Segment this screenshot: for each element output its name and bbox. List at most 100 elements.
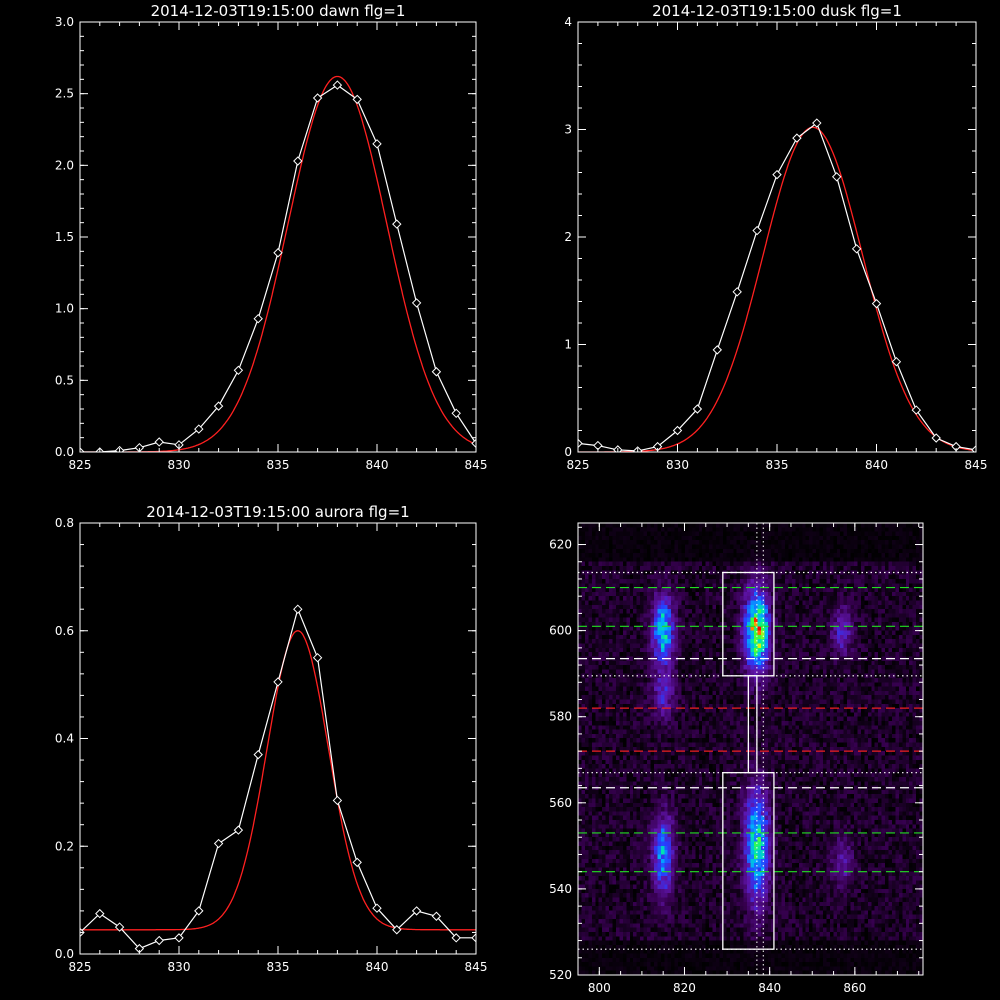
data-point: [471, 438, 476, 449]
data-point: [851, 244, 862, 254]
data-point: [293, 604, 303, 614]
plot-area: [80, 604, 476, 954]
emission-image-panel: 800 820 840 860 520 540 560 580 600 620: [549, 522, 924, 995]
data-point: [451, 933, 461, 943]
dusk-spectrum-panel: 2014-12-03T19:15:00 dusk flg=1 825 830 835 8…: [564, 2, 987, 472]
data-point: [578, 438, 583, 449]
x-tick-label: 845: [965, 458, 988, 472]
y-tick-label: 520: [549, 968, 572, 982]
data-point: [194, 906, 204, 916]
data-point: [831, 172, 842, 182]
y-tick-label: 2.5: [55, 87, 74, 101]
y-tick-label: 1: [564, 338, 572, 352]
data-point: [154, 935, 164, 946]
data-point: [332, 795, 343, 806]
y-tick-label: 0.8: [55, 516, 74, 530]
x-tick-label: 820: [673, 981, 696, 995]
data-point: [411, 906, 422, 916]
data-point: [233, 365, 244, 376]
data-point: [752, 225, 762, 236]
chart-title: 2014-12-03T19:15:00 dusk flg=1: [652, 2, 902, 20]
plot-area: [578, 118, 976, 452]
x-tick-label: 800: [588, 981, 611, 995]
data-point: [451, 408, 461, 419]
y-tick-label: 0.5: [55, 373, 74, 387]
data-point: [971, 445, 976, 452]
x-tick-label: 830: [168, 960, 191, 974]
data-point: [213, 401, 224, 411]
data-point: [871, 298, 882, 309]
y-tick-label: 620: [549, 538, 572, 552]
x-tick-label: 830: [666, 458, 689, 472]
data-point: [253, 749, 263, 760]
data-point: [352, 94, 362, 105]
x-tick-label: 825: [567, 458, 590, 472]
fit-curve: [578, 126, 976, 452]
y-tick-label: 0.6: [55, 624, 74, 638]
y-tick-label: 560: [549, 796, 572, 810]
data-point: [411, 298, 422, 308]
chart-title: 2014-12-03T19:15:00 aurora flg=1: [146, 503, 409, 521]
data-point: [672, 425, 683, 436]
data-point: [911, 405, 922, 415]
x-tick-label: 835: [267, 458, 290, 472]
data-point: [273, 677, 283, 687]
data-point: [312, 652, 323, 663]
y-tick-label: 0.2: [55, 839, 74, 853]
data-point: [392, 219, 402, 229]
data-point: [95, 908, 105, 919]
y-tick-label: 540: [549, 882, 572, 896]
x-tick-label: 845: [465, 960, 488, 974]
data-point: [80, 447, 85, 452]
data-point: [213, 838, 224, 849]
data-point: [772, 169, 782, 180]
y-tick-label: 2: [564, 230, 572, 244]
data-point: [352, 857, 362, 868]
region-box: [747, 675, 758, 774]
data-point: [332, 80, 343, 90]
data-point: [931, 433, 941, 443]
y-tick-label: 1.5: [55, 230, 74, 244]
y-tick-label: 600: [549, 624, 572, 638]
data-point: [312, 93, 323, 103]
aurora-spectrum-panel: 2014-12-03T19:15:00 aurora flg=1 825 830 83…: [55, 503, 488, 974]
y-tick-label: 0.0: [55, 445, 74, 459]
x-tick-label: 840: [366, 960, 389, 974]
data-point: [712, 345, 723, 355]
data-point: [431, 911, 442, 921]
data-point: [273, 248, 283, 258]
x-tick-label: 840: [865, 458, 888, 472]
data-point: [253, 313, 263, 324]
x-tick-label: 825: [69, 960, 92, 974]
data-point: [154, 437, 164, 447]
data-point: [812, 118, 822, 128]
plot-frame: [577, 522, 924, 976]
data-point: [372, 903, 382, 913]
data-point: [392, 925, 402, 935]
x-tick-label: 835: [267, 960, 290, 974]
data-point: [891, 356, 902, 367]
y-tick-label: 2.0: [55, 158, 74, 172]
data-point: [372, 139, 382, 149]
x-tick-label: 840: [366, 458, 389, 472]
data-point: [431, 367, 442, 377]
y-tick-label: 580: [549, 710, 572, 724]
data-point: [194, 424, 204, 434]
fit-curve: [80, 630, 476, 931]
y-tick-label: 0: [564, 445, 572, 459]
x-tick-label: 840: [758, 981, 781, 995]
data-point: [471, 933, 476, 943]
x-tick-label: 860: [843, 981, 866, 995]
chart-title: 2014-12-03T19:15:00 dawn flg=1: [151, 2, 406, 20]
y-tick-label: 4: [564, 15, 572, 29]
y-tick-label: 3.0: [55, 15, 74, 29]
dawn-spectrum-panel: 2014-12-03T19:15:00 dawn flg=1 825 830 835 8…: [55, 2, 488, 472]
data-point: [293, 156, 303, 166]
data-point: [692, 404, 703, 414]
y-tick-label: 3: [564, 123, 572, 137]
data-point: [732, 287, 742, 297]
x-tick-label: 835: [766, 458, 789, 472]
data-point: [233, 825, 244, 835]
data-point: [174, 933, 184, 943]
